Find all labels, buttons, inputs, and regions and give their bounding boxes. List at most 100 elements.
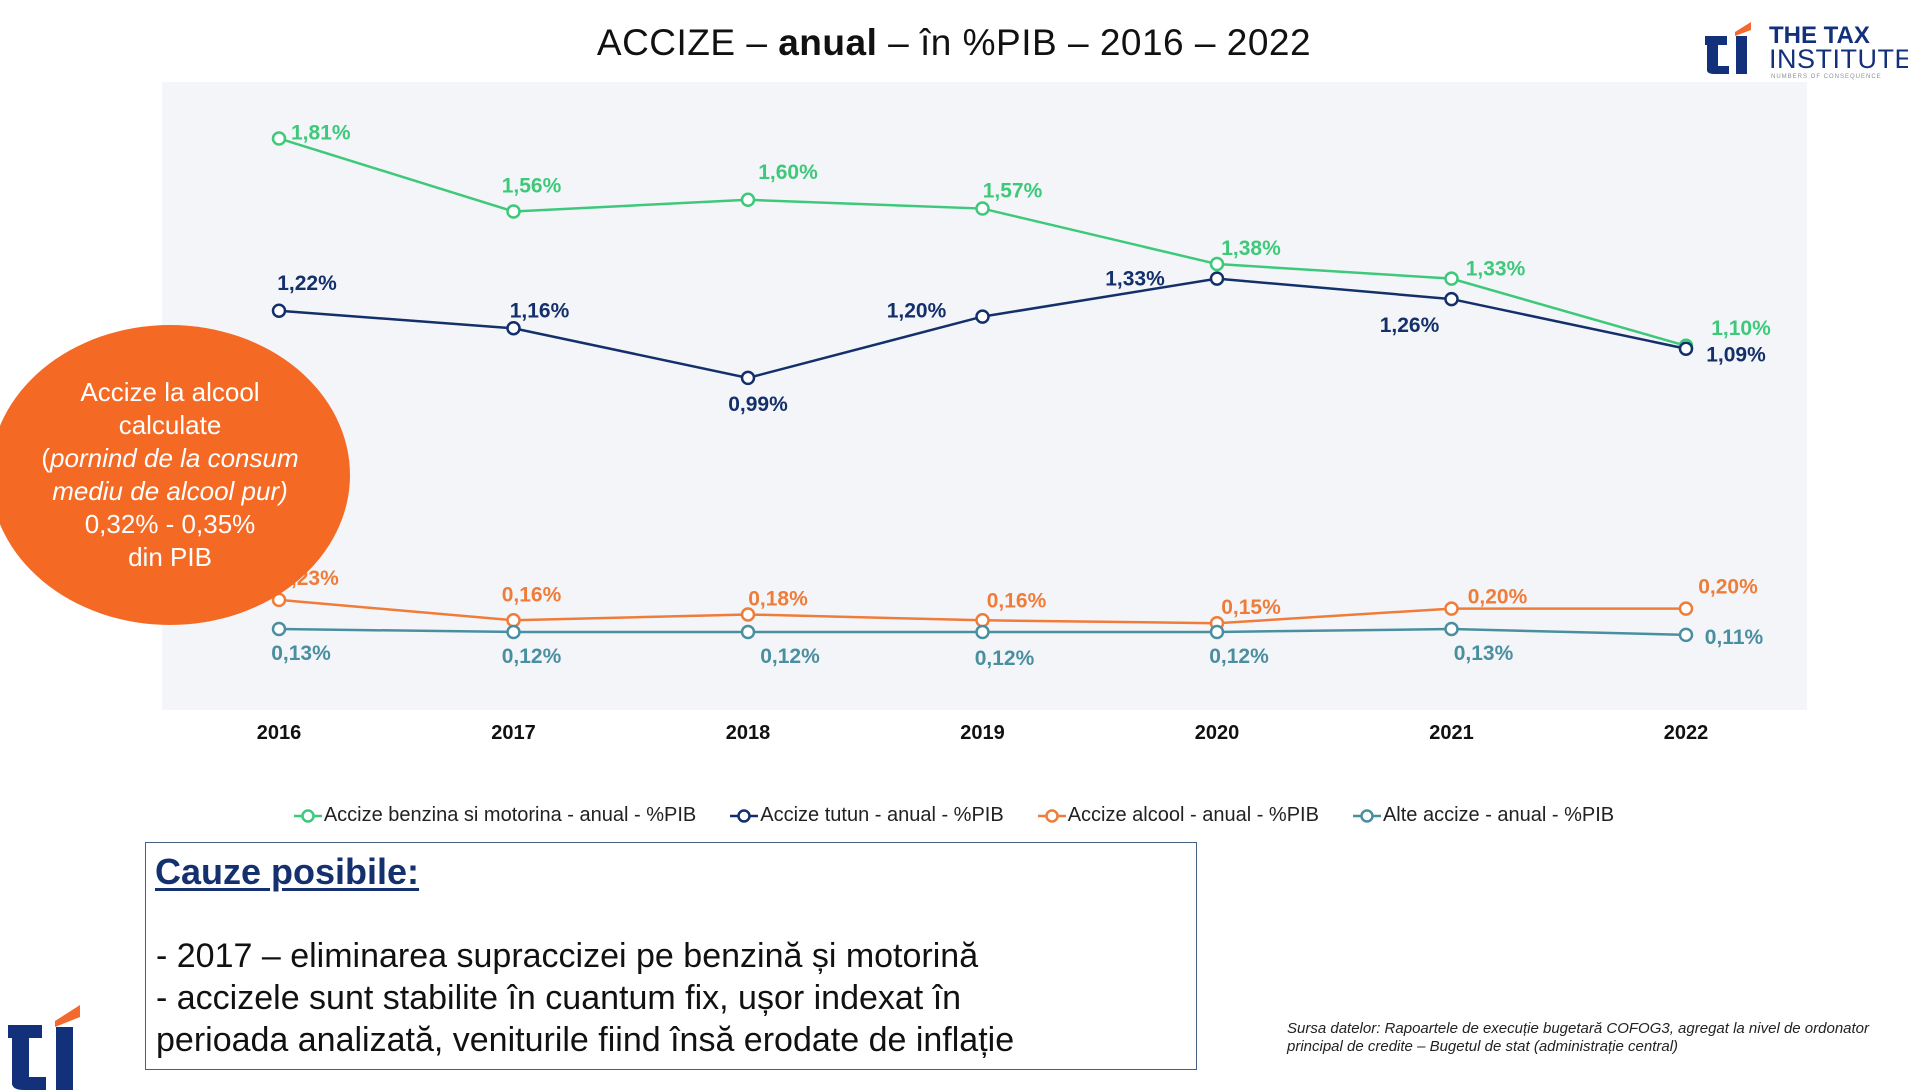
data-point: [506, 204, 521, 219]
x-axis-ticks: 2016 2017 2018 2019 2020 2021 2022: [257, 722, 1709, 744]
causes-line-2: - accizele sunt stabilite în cuantum fix…: [156, 979, 962, 1017]
data-point: [1678, 601, 1694, 616]
data-point: [1209, 624, 1225, 640]
ti-logo-bottom-icon: [8, 1005, 80, 1090]
data-label: 1,26%: [1380, 314, 1440, 337]
data-label: 0,12%: [1209, 645, 1269, 668]
data-point: [1444, 291, 1459, 307]
ti-logo-icon: [1705, 22, 1751, 74]
series-4: 0,13% 0,12% 0,12% 0,12% 0,12% 0,13% 0,11%: [271, 621, 1764, 670]
title-prefix: ACCIZE –: [596, 22, 779, 63]
bubble-line1: Accize la alcool: [80, 377, 260, 407]
legend-label: Accize alcool - anual - %PIB: [1067, 804, 1319, 826]
data-point: [1678, 341, 1694, 356]
causes-line-3: perioada analizată, veniturile fiind îns…: [156, 1021, 1015, 1059]
data-label: 0,20%: [1468, 586, 1528, 609]
data-label: 1,09%: [1706, 344, 1766, 367]
data-point: [1444, 621, 1459, 637]
data-point: [271, 131, 287, 146]
x-tick-label: 2018: [726, 722, 771, 744]
legend-marker-icon: [293, 808, 322, 823]
data-point: [740, 192, 756, 208]
data-point: [506, 624, 521, 640]
alcohol-note-bubble: Accize la alcool calculate (pornind de l…: [0, 325, 350, 625]
data-label: 0,13%: [1454, 642, 1514, 665]
data-label: 0,99%: [728, 393, 788, 416]
logo-tagline: NUMBERS OF CONSEQUENCE: [1771, 74, 1882, 80]
data-label: 1,38%: [1221, 237, 1281, 260]
legend-marker-icon: [1352, 808, 1381, 823]
data-label: 1,57%: [983, 180, 1043, 203]
data-label: 1,10%: [1711, 317, 1771, 340]
series-layer: 1,81%1,56%1,60%1,57%1,38%1,33%1,10%1,22%…: [271, 121, 1771, 669]
data-label: 1,56%: [502, 174, 562, 197]
data-label: 0,12%: [502, 645, 562, 668]
data-point: [1678, 627, 1694, 643]
data-label: 1,60%: [758, 161, 818, 184]
data-label: 1,33%: [1466, 258, 1526, 281]
causes-box: Cauze posibile: - 2017 – eliminarea supr…: [145, 842, 1197, 1070]
data-label: 1,22%: [277, 272, 337, 295]
data-label: 0,12%: [975, 647, 1035, 670]
title-bold: anual: [778, 22, 878, 63]
data-point: [506, 613, 521, 628]
data-label: 0,16%: [987, 589, 1047, 612]
legend-marker-icon: [730, 808, 759, 823]
bubble-paren: (: [41, 443, 51, 473]
data-point: [975, 201, 990, 216]
x-tick-label: 2016: [257, 722, 302, 744]
legend-item-4: Alte accize - anual - %PIB: [1352, 804, 1615, 827]
data-point: [1209, 256, 1225, 272]
chart-legend: Accize benzina si motorina - anual - %PI…: [0, 804, 1908, 827]
series-1: 1,81% 1,56% 1,60% 1,57% 1,38% 1,33% 1,10%: [271, 121, 1771, 354]
data-point: [271, 303, 287, 319]
data-label: 1,16%: [510, 299, 570, 322]
x-tick-label: 2019: [960, 722, 1005, 744]
legend-label: Accize benzina si motorina - anual - %PI…: [323, 804, 697, 826]
x-tick-label: 2020: [1195, 722, 1240, 744]
x-tick-label: 2021: [1429, 722, 1474, 744]
data-point: [1444, 601, 1459, 616]
data-point: [271, 621, 287, 637]
series-2: 1,22% 1,16% 0,99% 1,20% 1,33% 1,26% 1,09%: [271, 268, 1766, 416]
data-label: 1,81%: [291, 121, 351, 144]
data-point: [975, 613, 990, 628]
x-tick-label: 2017: [491, 722, 536, 744]
logo-line2: INSTITUTE: [1769, 44, 1908, 74]
legend-label: Accize tutun - anual - %PIB: [760, 804, 1004, 826]
data-point: [1444, 271, 1459, 286]
data-label: 0,12%: [760, 645, 820, 668]
causes-line-1: - 2017 – eliminarea supraccizei pe benzi…: [156, 937, 979, 975]
bubble-line2: calculate: [118, 410, 222, 440]
x-tick-label: 2022: [1664, 722, 1709, 744]
data-label: 0,13%: [271, 642, 331, 665]
data-point: [740, 370, 756, 386]
legend-item-1: Accize benzina si motorina - anual - %PI…: [293, 804, 697, 827]
title-suffix: – în %PIB – 2016 – 2022: [877, 22, 1312, 63]
legend-marker-icon: [1037, 808, 1066, 823]
data-point: [740, 624, 756, 640]
bubble-values: 0,32% - 0,35%: [84, 509, 256, 539]
bubble-italic: pornind de la consum mediu de alcool pur…: [50, 443, 299, 506]
data-label: 0,16%: [502, 583, 562, 606]
legend-label: Alte accize - anual - %PIB: [1382, 804, 1615, 826]
data-label: 1,33%: [1105, 268, 1165, 291]
tax-institute-logo: THE TAX INSTITUTE NUMBERS OF CONSEQUENCE: [1705, 22, 1908, 82]
data-point: [975, 309, 990, 324]
data-label: 0,15%: [1221, 596, 1281, 619]
data-label: 0,20%: [1698, 576, 1758, 599]
causes-heading: Cauze posibile:: [155, 851, 420, 892]
legend-item-3: Accize alcool - anual - %PIB: [1037, 804, 1319, 827]
logo-line1: THE TAX: [1769, 22, 1870, 49]
data-point: [1209, 271, 1225, 286]
data-point: [740, 607, 756, 622]
data-label: 0,11%: [1705, 626, 1764, 649]
data-label: 0,18%: [748, 587, 808, 610]
source-note: Sursa datelor: Rapoartele de execuție bu…: [1287, 1020, 1870, 1055]
data-label: 1,20%: [887, 300, 947, 323]
bubble-line-end: din PIB: [128, 542, 212, 572]
line-chart: 1,81%1,56%1,60%1,57%1,38%1,33%1,10%1,22%…: [162, 82, 1807, 744]
data-point: [506, 321, 521, 336]
page-title: ACCIZE – anual – în %PIB – 2016 – 2022: [0, 22, 1908, 64]
legend-item-2: Accize tutun - anual - %PIB: [730, 804, 1004, 827]
